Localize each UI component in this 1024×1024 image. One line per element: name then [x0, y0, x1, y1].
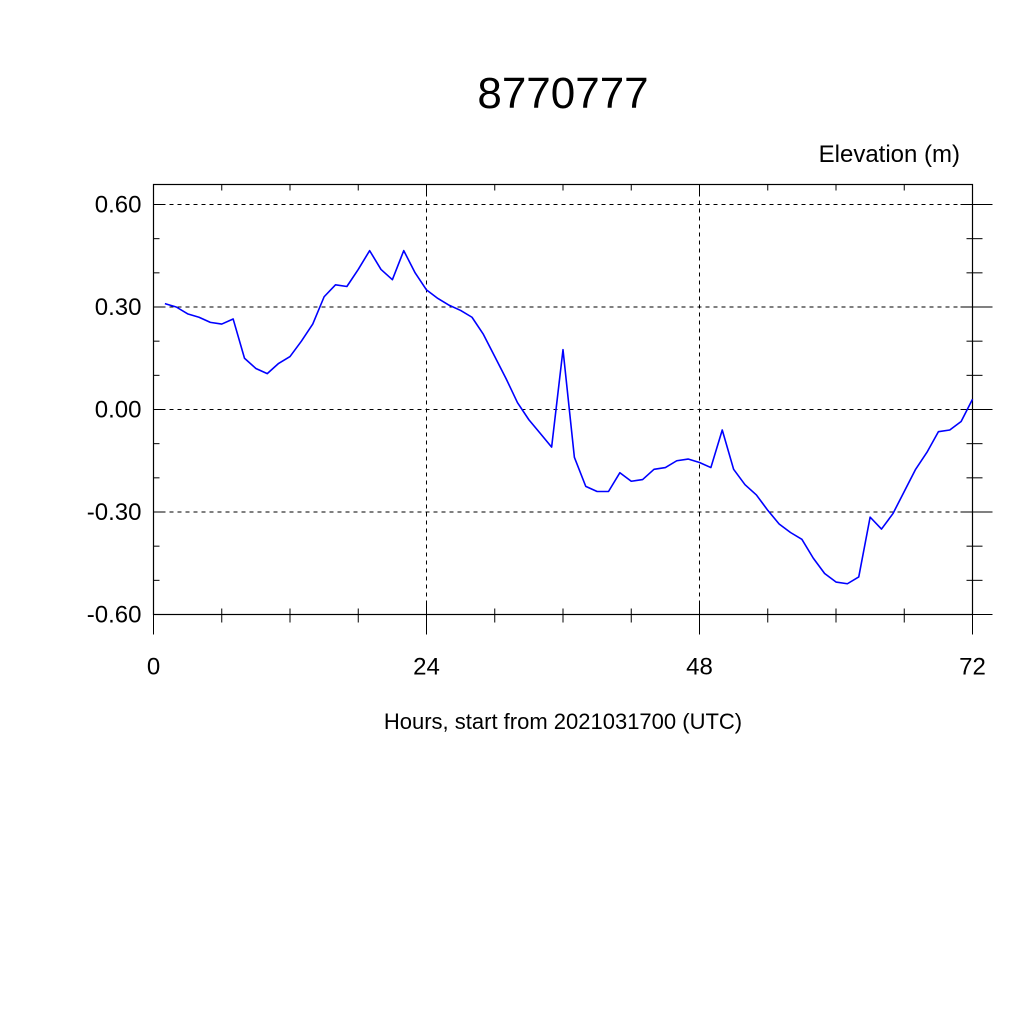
grid-lines	[153, 184, 973, 615]
x-tick-label: 0	[147, 654, 160, 681]
x-tick-label: 72	[959, 654, 986, 681]
y-tick-label: -0.60	[87, 602, 142, 629]
y-tick-label: 0.60	[95, 192, 142, 219]
series-line	[164, 249, 974, 585]
x-tick-label: 24	[413, 654, 440, 681]
plot-frame	[152, 183, 974, 616]
chart-title: 8770777	[477, 69, 648, 118]
x-axis-label: Hours, start from 2021031700 (UTC)	[384, 709, 742, 734]
tick-labels: -0.60 -0.30 0.00 0.30 0.60 0 24 48 72	[87, 192, 986, 681]
y-tick-label: 0.00	[95, 397, 142, 424]
x-tick-label: 48	[686, 654, 713, 681]
y-axis-label: Elevation (m)	[819, 141, 960, 168]
series-layer	[164, 249, 974, 585]
y-tick-label: 0.30	[95, 294, 142, 321]
y-tick-label: -0.30	[87, 499, 142, 526]
